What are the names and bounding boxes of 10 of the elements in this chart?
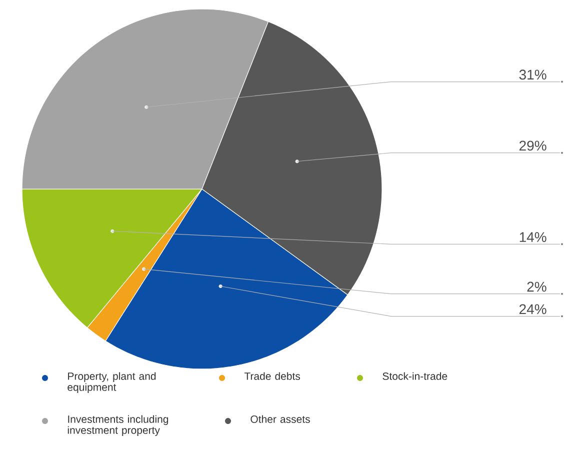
legend-label: Stock-in-trade bbox=[382, 372, 448, 380]
data-label: 31% bbox=[519, 70, 546, 80]
data-label: 14% bbox=[520, 232, 546, 242]
legend-label: Property, plant and equipment bbox=[68, 372, 156, 393]
legend-label: Other assets bbox=[250, 415, 310, 423]
data-label: 29% bbox=[519, 140, 546, 151]
data-label: 2% bbox=[527, 282, 546, 292]
data-label: 24% bbox=[519, 304, 546, 314]
legend-label: Investments including investment property bbox=[68, 415, 168, 436]
legend-label: Trade debts bbox=[244, 372, 300, 380]
